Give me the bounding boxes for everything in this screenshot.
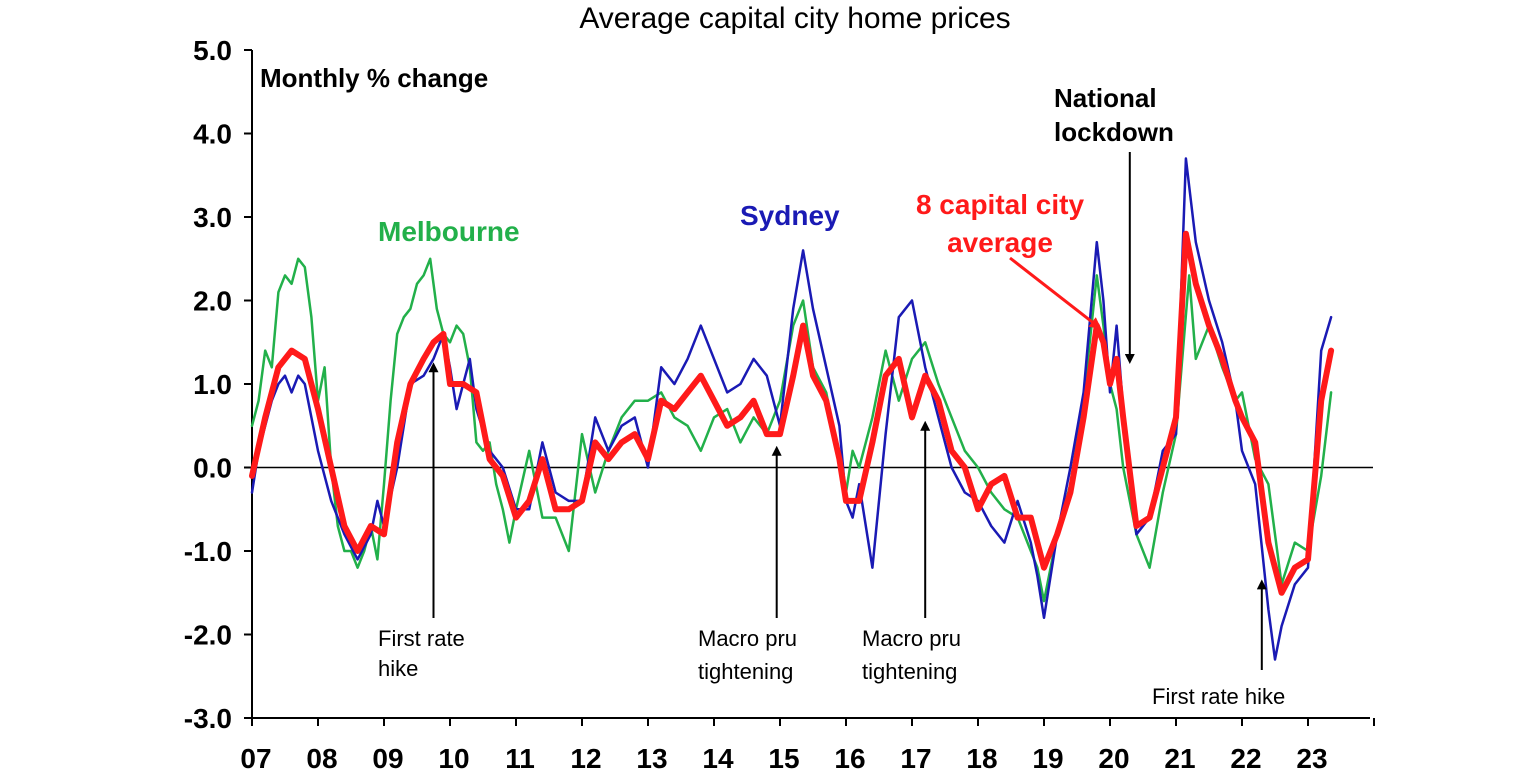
y-tick-label: 5.0 (193, 35, 232, 66)
annotation-text: lockdown (1054, 117, 1174, 147)
y-tick-label: 4.0 (193, 119, 232, 150)
y-tick-label: -1.0 (184, 536, 232, 567)
chart-title: Average capital city home prices (579, 2, 1010, 35)
annotation-macro-pru-2017: Macro pru tightening (862, 420, 961, 684)
x-tick-label: 11 (505, 743, 535, 774)
x-tick-label: 13 (636, 743, 667, 774)
y-tick-label: 1.0 (193, 369, 232, 400)
label-8-capital-average: 8 capital city average (916, 189, 1102, 330)
annotation-text: First rate (378, 626, 465, 651)
x-tick-label: 15 (768, 743, 799, 774)
annotation-macro-pru-2015: Macro pru tightening (698, 445, 797, 684)
label-8-capital-average-text: 8 capital city (916, 189, 1085, 220)
annotation-first-rate-hike-2009: First rate hike (378, 362, 465, 681)
x-tick-label: 16 (834, 743, 865, 774)
x-tick-label: 07 (240, 743, 271, 774)
y-axis-label: Monthly % change (260, 63, 488, 93)
annotation-text: Macro pru (862, 626, 961, 651)
x-tick-label: 19 (1032, 743, 1063, 774)
y-tick-label: 2.0 (193, 286, 232, 317)
x-tick-label: 17 (900, 743, 931, 774)
series-labels: Melbourne Sydney 8 capital city average (378, 189, 1102, 330)
series-line-melbourne (250, 257, 1333, 603)
annotation-text: Macro pru (698, 626, 797, 651)
x-tick-label: 23 (1296, 743, 1327, 774)
annotation-first-rate-hike-2022: First rate hike (1152, 579, 1285, 709)
y-tick-label: -2.0 (184, 620, 232, 651)
x-tick-label: 20 (1098, 743, 1129, 774)
x-tick-label: 08 (306, 743, 337, 774)
series-group (249, 157, 1335, 661)
annotation-text: tightening (862, 659, 957, 684)
x-tick-label: 21 (1164, 743, 1195, 774)
y-tick-label: -3.0 (184, 703, 232, 734)
annotation-national-lockdown: National lockdown (1054, 83, 1174, 364)
annotation-text: National (1054, 83, 1157, 113)
series-line-8-capital-average (249, 230, 1335, 596)
axes (251, 50, 1373, 719)
label-melbourne: Melbourne (378, 216, 520, 247)
y-tick-label: 0.0 (193, 453, 232, 484)
annotation-text: tightening (698, 659, 793, 684)
annotation-text: hike (378, 656, 418, 681)
y-tick-label: 3.0 (193, 202, 232, 233)
x-tick-label: 22 (1230, 743, 1261, 774)
annotation-text: First rate hike (1152, 684, 1285, 709)
label-8-capital-average-arrow (1009, 256, 1102, 330)
x-tick-label: 14 (702, 743, 734, 774)
x-tick-label: 09 (372, 743, 403, 774)
x-tick-label: 12 (570, 743, 601, 774)
label-sydney: Sydney (740, 200, 840, 231)
x-tick-label: 18 (966, 743, 997, 774)
label-8-capital-average-text: average (947, 227, 1053, 258)
x-tick-label: 10 (438, 743, 469, 774)
ticks: 5.0 4.0 3.0 2.0 1.0 0.0 -1.0 -2.0 -3.0 07 08 09 10 11… (184, 35, 1375, 774)
